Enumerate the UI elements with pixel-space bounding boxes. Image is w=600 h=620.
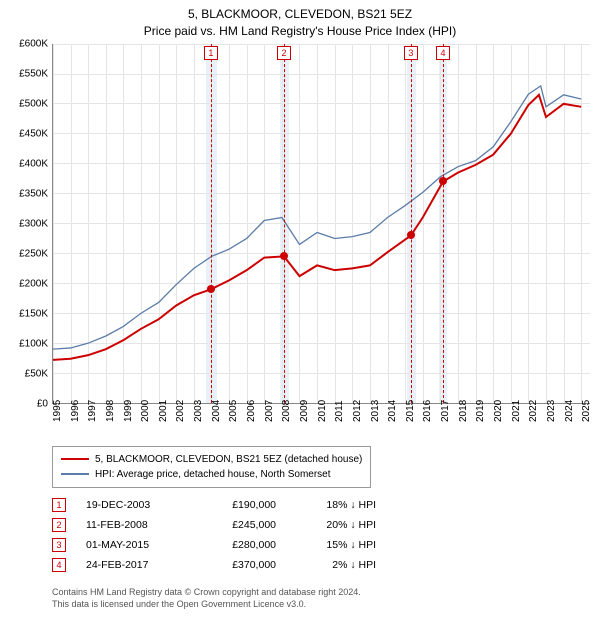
- plot-area: 1 2 3 4: [52, 44, 590, 404]
- event-price: £190,000: [206, 499, 276, 511]
- x-tick-label: 2018: [458, 399, 469, 421]
- event-table-badge: 1: [52, 498, 66, 512]
- event-diff: 20% ↓ HPI: [296, 519, 376, 531]
- y-tick-label: £250K: [19, 248, 48, 259]
- event-line: [411, 44, 412, 403]
- x-tick-label: 2010: [317, 399, 328, 421]
- x-tick-label: 2022: [528, 399, 539, 421]
- title-line-1: 5, BLACKMOOR, CLEVEDON, BS21 5EZ: [10, 6, 590, 23]
- x-tick-label: 2017: [440, 399, 451, 421]
- footer-line-2: This data is licensed under the Open Gov…: [52, 598, 590, 611]
- x-tick-label: 2006: [246, 399, 257, 421]
- y-tick-label: £600K: [19, 38, 48, 49]
- event-marker: [280, 252, 288, 260]
- x-tick-label: 2011: [334, 400, 345, 422]
- event-price: £280,000: [206, 539, 276, 551]
- chart-container: 5, BLACKMOOR, CLEVEDON, BS21 5EZ Price p…: [0, 0, 600, 620]
- x-tick-label: 2002: [175, 399, 186, 421]
- event-date: 19-DEC-2003: [86, 499, 186, 511]
- events-table: 1 19-DEC-2003 £190,000 18% ↓ HPI 2 11-FEB-200…: [52, 498, 590, 578]
- x-tick-label: 1999: [123, 399, 134, 421]
- event-table-badge: 3: [52, 538, 66, 552]
- y-tick-label: £550K: [19, 68, 48, 79]
- x-tick-label: 2020: [493, 399, 504, 421]
- title-line-2: Price paid vs. HM Land Registry's House …: [10, 23, 590, 40]
- y-tick-label: £0: [37, 398, 48, 409]
- x-tick-label: 2008: [281, 399, 292, 421]
- y-tick-label: £50K: [25, 368, 48, 379]
- legend: 5, BLACKMOOR, CLEVEDON, BS21 5EZ (detach…: [52, 446, 371, 488]
- x-tick-label: 2012: [352, 399, 363, 421]
- x-tick-label: 2014: [387, 399, 398, 421]
- legend-label: 5, BLACKMOOR, CLEVEDON, BS21 5EZ (detach…: [95, 452, 362, 467]
- event-marker: [207, 285, 215, 293]
- x-tick-label: 2016: [422, 399, 433, 421]
- x-tick-label: 2000: [140, 399, 151, 421]
- y-tick-label: £100K: [19, 338, 48, 349]
- x-tick-label: 1997: [87, 399, 98, 421]
- y-tick-label: £500K: [19, 98, 48, 109]
- event-line: [284, 44, 285, 403]
- x-tick-label: 2003: [193, 399, 204, 421]
- x-tick-label: 2013: [370, 399, 381, 421]
- event-table-badge: 2: [52, 518, 66, 532]
- x-tick-label: 2025: [581, 399, 592, 421]
- event-badge: 1: [204, 46, 218, 60]
- event-price: £370,000: [206, 559, 276, 571]
- x-tick-label: 2021: [511, 399, 522, 421]
- event-price: £245,000: [206, 519, 276, 531]
- event-badge: 2: [277, 46, 291, 60]
- legend-label: HPI: Average price, detached house, Nort…: [95, 467, 331, 482]
- y-tick-label: £200K: [19, 278, 48, 289]
- event-line: [443, 44, 444, 403]
- event-line: [211, 44, 212, 403]
- event-date: 11-FEB-2008: [86, 519, 186, 531]
- x-tick-label: 2019: [475, 399, 486, 421]
- x-tick-label: 2009: [299, 399, 310, 421]
- x-tick-label: 2015: [405, 399, 416, 421]
- x-tick-label: 1998: [105, 399, 116, 421]
- y-tick-label: £150K: [19, 308, 48, 319]
- event-table-badge: 4: [52, 558, 66, 572]
- event-table-row: 4 24-FEB-2017 £370,000 2% ↓ HPI: [52, 558, 590, 572]
- title-block: 5, BLACKMOOR, CLEVEDON, BS21 5EZ Price p…: [10, 6, 590, 40]
- chart-area: £0£50K£100K£150K£200K£250K£300K£350K£400…: [10, 44, 590, 404]
- x-tick-label: 1995: [52, 399, 63, 421]
- y-tick-label: £400K: [19, 158, 48, 169]
- event-badge: 4: [436, 46, 450, 60]
- event-diff: 2% ↓ HPI: [296, 559, 376, 571]
- event-table-row: 2 11-FEB-2008 £245,000 20% ↓ HPI: [52, 518, 590, 532]
- y-tick-label: £450K: [19, 128, 48, 139]
- y-tick-label: £350K: [19, 188, 48, 199]
- event-diff: 15% ↓ HPI: [296, 539, 376, 551]
- y-axis: £0£50K£100K£150K£200K£250K£300K£350K£400…: [10, 44, 52, 404]
- event-marker: [407, 231, 415, 239]
- y-tick-label: £300K: [19, 218, 48, 229]
- x-tick-label: 2004: [211, 399, 222, 421]
- event-date: 24-FEB-2017: [86, 559, 186, 571]
- event-badge: 3: [404, 46, 418, 60]
- footer-line-1: Contains HM Land Registry data © Crown c…: [52, 586, 590, 599]
- line-series-svg: [53, 44, 590, 403]
- series-line-blue: [53, 85, 581, 348]
- event-date: 01-MAY-2015: [86, 539, 186, 551]
- event-marker: [439, 177, 447, 185]
- x-axis: 1995199619971998199920002001200220032004…: [52, 404, 590, 440]
- legend-row: HPI: Average price, detached house, Nort…: [61, 467, 362, 482]
- x-tick-label: 2023: [546, 399, 557, 421]
- x-tick-label: 2007: [264, 399, 275, 421]
- legend-swatch: [61, 473, 89, 474]
- x-tick-label: 2024: [564, 399, 575, 421]
- event-diff: 18% ↓ HPI: [296, 499, 376, 511]
- event-table-row: 3 01-MAY-2015 £280,000 15% ↓ HPI: [52, 538, 590, 552]
- legend-swatch: [61, 458, 89, 460]
- x-tick-label: 2001: [158, 399, 169, 421]
- x-tick-label: 1996: [70, 399, 81, 421]
- footer: Contains HM Land Registry data © Crown c…: [52, 586, 590, 611]
- event-table-row: 1 19-DEC-2003 £190,000 18% ↓ HPI: [52, 498, 590, 512]
- legend-row: 5, BLACKMOOR, CLEVEDON, BS21 5EZ (detach…: [61, 452, 362, 467]
- x-tick-label: 2005: [228, 399, 239, 421]
